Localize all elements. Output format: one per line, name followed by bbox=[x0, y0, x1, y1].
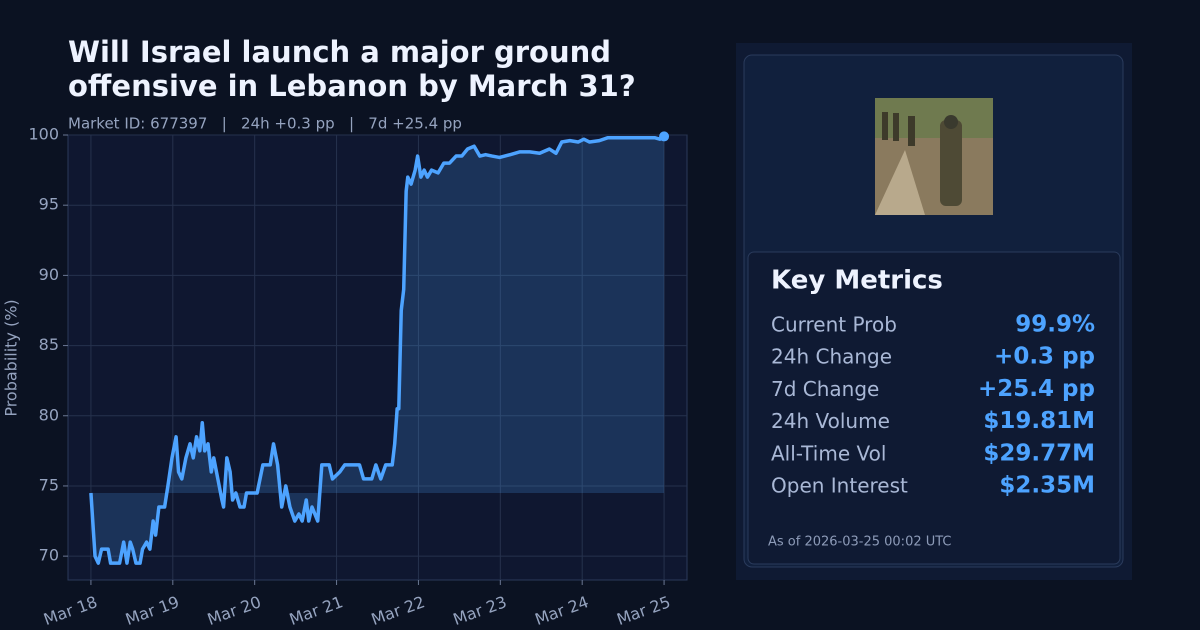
metrics-card bbox=[747, 251, 1121, 565]
metric-value: $29.77M bbox=[983, 440, 1095, 466]
metric-label: Current Prob bbox=[771, 313, 897, 337]
chart-title: Will Israel launch a major ground offens… bbox=[68, 35, 636, 103]
metric-value: $2.35M bbox=[999, 473, 1095, 499]
area-fill bbox=[90, 136, 665, 564]
x-tick-label: Mar 20 bbox=[205, 592, 264, 629]
market-image bbox=[875, 98, 993, 215]
metric-value: $19.81M bbox=[983, 408, 1095, 434]
metric-value: +0.3 pp bbox=[994, 344, 1095, 370]
x-tick-label: Mar 22 bbox=[369, 592, 428, 629]
x-tick-label: Mar 19 bbox=[123, 592, 182, 629]
x-tick-label: Mar 18 bbox=[41, 592, 100, 629]
metric-label: 24h Change bbox=[771, 345, 892, 369]
metric-label: Open Interest bbox=[771, 474, 908, 498]
y-tick-label: 75 bbox=[39, 475, 59, 494]
metric-value: 99.9% bbox=[1015, 312, 1095, 338]
metric-label: All-Time Vol bbox=[771, 441, 886, 465]
y-tick-label: 95 bbox=[39, 195, 59, 214]
y-tick-label: 70 bbox=[39, 546, 59, 565]
y-axis-label: Probability (%) bbox=[2, 299, 21, 416]
plot-area bbox=[67, 134, 688, 581]
x-tick-label: Mar 21 bbox=[287, 592, 346, 629]
end-marker bbox=[659, 131, 670, 142]
subtitle: Market ID: 677397 | 24h +0.3 pp | 7d +25… bbox=[68, 115, 462, 133]
x-tick-label: Mar 24 bbox=[532, 592, 591, 629]
plot bbox=[63, 131, 687, 585]
line bbox=[89, 134, 666, 565]
x-tick-label: Mar 23 bbox=[450, 592, 509, 629]
y-tick-label: 85 bbox=[39, 335, 59, 354]
y-tick-label: 100 bbox=[28, 125, 59, 144]
x-tick-label: Mar 25 bbox=[614, 592, 673, 629]
footnote: As of 2026-03-25 00:02 UTC bbox=[768, 535, 952, 550]
metric-label: 7d Change bbox=[771, 377, 879, 401]
metric-value: +25.4 pp bbox=[978, 376, 1095, 402]
y-tick-label: 80 bbox=[39, 405, 59, 424]
y-tick-label: 90 bbox=[39, 265, 59, 284]
metric-label: 24h Volume bbox=[771, 409, 890, 433]
metrics: Current Prob 99.9% 24h Change +0.3 pp 7d Cha… bbox=[771, 312, 1095, 499]
metrics-heading: Key Metrics bbox=[771, 266, 943, 296]
